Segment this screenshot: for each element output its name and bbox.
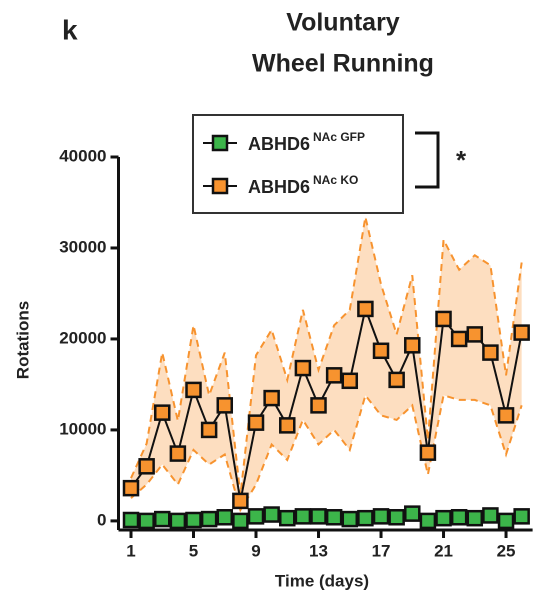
data-point [310,397,327,414]
data-point [341,510,359,528]
data-point [200,510,218,528]
data-point [482,507,499,524]
data-point [247,414,265,431]
legend-superscript: NAc GFP [313,130,365,144]
x-tick-label: 5 [189,541,198,560]
data-point [185,511,202,529]
significance-label: * [456,145,467,175]
legend-superscript: NAc KO [313,173,358,187]
data-point [450,509,468,526]
chart-title: Voluntary [286,9,400,37]
panel-label: k [62,14,78,45]
y-tick-label: 30000 [59,237,106,256]
legend-swatch [211,134,229,152]
data-point [450,330,468,348]
data-point [279,417,296,434]
data-point [216,397,234,414]
data-point [388,371,405,389]
legend-label: ABHD6 [248,177,310,197]
data-point [122,479,140,497]
data-point [138,458,155,475]
x-tick-label: 17 [372,541,391,560]
band-edge [130,216,523,496]
data-point [341,372,359,390]
data-point [263,389,280,407]
data-point [232,512,249,530]
data-point [294,359,312,377]
data-point [279,509,296,527]
band-edge [130,393,523,513]
data-point [154,510,171,528]
x-tick-label: 13 [309,541,328,560]
data-point [169,512,187,530]
legend-label: ABHD6 [248,134,310,154]
legend-box [192,114,404,214]
data-point [154,404,171,421]
data-point [372,342,390,360]
data-point [497,407,515,424]
data-point [200,421,218,439]
significance-bracket [415,131,440,189]
data-point [419,444,437,461]
data-point [372,508,390,525]
y-tick-label: 20000 [59,328,106,347]
data-point [310,508,327,525]
data-point [497,512,515,530]
data-point [466,509,484,527]
data-point [513,324,530,341]
chart-title: Wheel Running [252,50,434,78]
data-point [294,508,312,525]
y-axis-label: Rotations [13,301,32,379]
x-tick-label: 1 [126,541,135,560]
data-point [388,509,405,526]
legend-swatch [211,177,229,195]
x-axis-label: Time (days) [275,571,369,590]
y-tick-label: 0 [97,510,106,529]
data-point [185,381,202,399]
data-point [482,344,499,361]
x-tick-label: 25 [497,541,516,560]
data-point [357,509,374,527]
x-tick-label: 9 [251,541,260,560]
data-point [404,337,421,354]
data-point [404,505,421,522]
data-point [325,367,343,384]
data-point [435,509,452,527]
data-point [325,509,343,526]
data-point [357,300,374,318]
data-point [169,445,187,462]
y-tick-label: 40000 [59,146,106,165]
y-tick-label: 10000 [59,419,106,438]
error-band [131,217,522,510]
x-tick-label: 21 [434,541,453,560]
data-point [419,512,437,530]
data-point [138,512,155,530]
data-point [513,508,530,525]
data-point [466,326,484,343]
data-point [263,506,280,523]
data-point [247,508,265,525]
data-point [216,509,234,526]
data-point [232,492,249,510]
data-point [435,310,452,328]
data-point [122,511,140,529]
